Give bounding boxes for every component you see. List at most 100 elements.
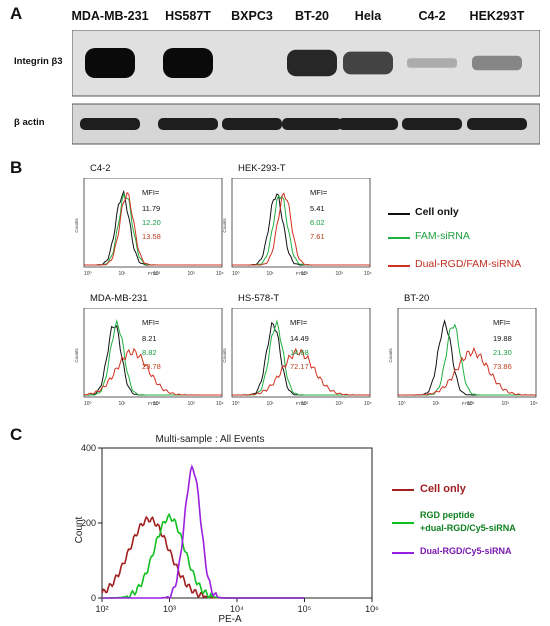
hist-title-0: C4-2 [90,163,111,174]
hist-xtick-4-2: 10² [467,401,475,407]
hist-xlabel-0: FITC [148,271,159,276]
actin-band-3 [282,118,342,130]
hist-title-1: HEK-293-T [238,163,286,174]
legend-c-swatch-cell-only [392,489,414,491]
row-label-integrin: Integrin β3 [14,56,63,67]
integrin-band-6 [472,55,522,71]
c-curve-2 [102,464,305,599]
panel-b-legend: Cell only FAM-siRNA Dual-RGD/FAM-siRNA [385,205,550,285]
panel-c-histogram: Multi-sample : All Events 10² 10³ 10⁴ 10⁵ 10… [74,434,379,625]
mfi-label-0: MFI= [142,188,160,197]
hist-plot-1: 10⁰ 10¹ 10² 10³ 10⁴ FITC Counts [222,178,372,277]
lane-label-3: BT-20 [294,9,330,23]
actin-band-4 [338,118,398,130]
hist-curve-4-2 [398,346,537,396]
mfi-value-3-1: 14.68 [290,348,309,357]
panel-c-ylabel: Count [74,516,85,543]
mfi-label-1: MFI= [310,188,328,197]
c-ytick-2: 400 [81,443,96,453]
panel-a-letter: A [10,4,23,23]
lane-label-6: HEK293T [469,9,525,23]
hist-xtick-3-1: 10¹ [267,401,275,407]
hist-xtick-4-4: 10⁴ [530,401,538,407]
c-xtick-3: 10⁵ [298,604,312,614]
hist-xtick-3-4: 10⁴ [364,401,372,407]
hist-frame-2 [83,308,223,398]
panel-c-legend: Cell only RGD peptide +dual-RGD/Cy5-siRN… [392,478,550,568]
hist-title-4: BT-20 [404,293,430,304]
c-xtick-0: 10² [95,604,108,614]
integrin-band-0 [85,48,135,78]
legend-swatch-cell-only [388,213,410,215]
hist-curve-3-2 [231,347,370,396]
hist-xlabel-3: FITC [296,401,307,406]
hist-plot-0: 10⁰ 10¹ 10² 10³ 10⁴ FITC Counts [74,178,224,277]
legend-c-swatch-dual [392,552,414,554]
hist-xtick-0-0: 10⁰ [84,271,92,277]
mfi-label-3: MFI= [290,318,308,327]
hist-xtick-2-0: 10⁰ [84,401,92,407]
c-xtick-2: 10⁴ [230,604,244,614]
integrin-band-3 [287,49,337,77]
mfi-value-0-2: 13.58 [142,232,161,241]
hist-ylabel-4: Counts [388,348,393,363]
legend-label-cell-only: Cell only [415,206,459,218]
mfi-value-0-1: 12.20 [142,218,161,227]
legend-label-fam: FAM-siRNA [415,230,470,242]
panel-c-title: Multi-sample : All Events [156,434,265,445]
hist-xtick-4-3: 10³ [502,401,510,407]
mfi-value-4-2: 73.86 [493,362,512,371]
hist-xlabel-2: FITC [148,401,159,406]
hist-curve-2-2 [83,347,222,396]
hist-xtick-1-1: 10¹ [267,271,275,277]
hist-frame-1 [231,178,371,268]
lane-label-1: HS587T [165,9,211,23]
hist-ylabel-0: Counts [74,218,79,233]
mfi-value-2-2: 23.78 [142,362,161,371]
lane-label-4: Hela [354,9,382,23]
hist-xtick-2-3: 10³ [188,401,196,407]
hist-plot-2: 10⁰ 10¹ 10² 10³ 10⁴ FITC Counts [74,308,224,407]
hist-xtick-1-4: 10⁴ [364,271,372,277]
legend-c-label-rgd-1: RGD peptide [420,510,475,520]
hist-xtick-0-2: 10² [153,271,161,277]
c-xtick-4: 10⁶ [365,604,379,614]
panel-b-letter: B [10,158,23,177]
hist-curve-1-2 [232,192,370,266]
hist-xtick-1-3: 10³ [336,271,344,277]
mfi-value-1-1: 6.02 [310,218,325,227]
actin-band-6 [467,118,527,130]
mfi-value-2-1: 8.82 [142,348,157,357]
hist-ylabel-2: Counts [74,348,79,363]
mfi-label-2: MFI= [142,318,160,327]
legend-c-label-dual: Dual-RGD/Cy5-siRNA [420,546,512,556]
hist-xlabel-4: FITC [462,401,473,406]
mfi-value-3-2: 72.17 [290,362,309,371]
c-ytick-0: 0 [91,593,96,603]
hist-curve-0-2 [84,191,222,266]
hist-xtick-0-4: 10⁴ [216,271,224,277]
mfi-value-3-0: 14.49 [290,334,309,343]
integrin-band-5 [407,58,457,68]
legend-c-swatch-rgd [392,522,414,524]
lane-label-2: BXPC3 [231,9,273,23]
hist-xtick-0-3: 10³ [188,271,196,277]
lane-label-5: C4-2 [418,9,446,23]
hist-xtick-2-4: 10⁴ [216,401,224,407]
row-label-actin: β actin [14,117,45,128]
actin-band-1 [158,118,218,130]
panel-c-letter: C [10,425,23,444]
mfi-value-1-0: 5.41 [310,204,325,213]
integrin-band-4 [343,51,393,75]
legend-c-label-rgd-2: +dual-RGD/Cy5-siRNA [420,523,516,533]
legend-c-label-cell-only: Cell only [420,483,466,495]
hist-xtick-3-3: 10³ [336,401,344,407]
hist-plot-3: 10⁰ 10¹ 10² 10³ 10⁴ FITC Counts [222,308,372,407]
hist-ylabel-1: Counts [222,218,227,233]
hist-xtick-2-2: 10² [153,401,161,407]
legend-swatch-fam [388,237,410,239]
panel-c-xlabel: PE-A [218,614,242,625]
hist-title-2: MDA-MB-231 [90,293,148,304]
integrin-band-1 [163,48,213,78]
mfi-label-4: MFI= [493,318,511,327]
